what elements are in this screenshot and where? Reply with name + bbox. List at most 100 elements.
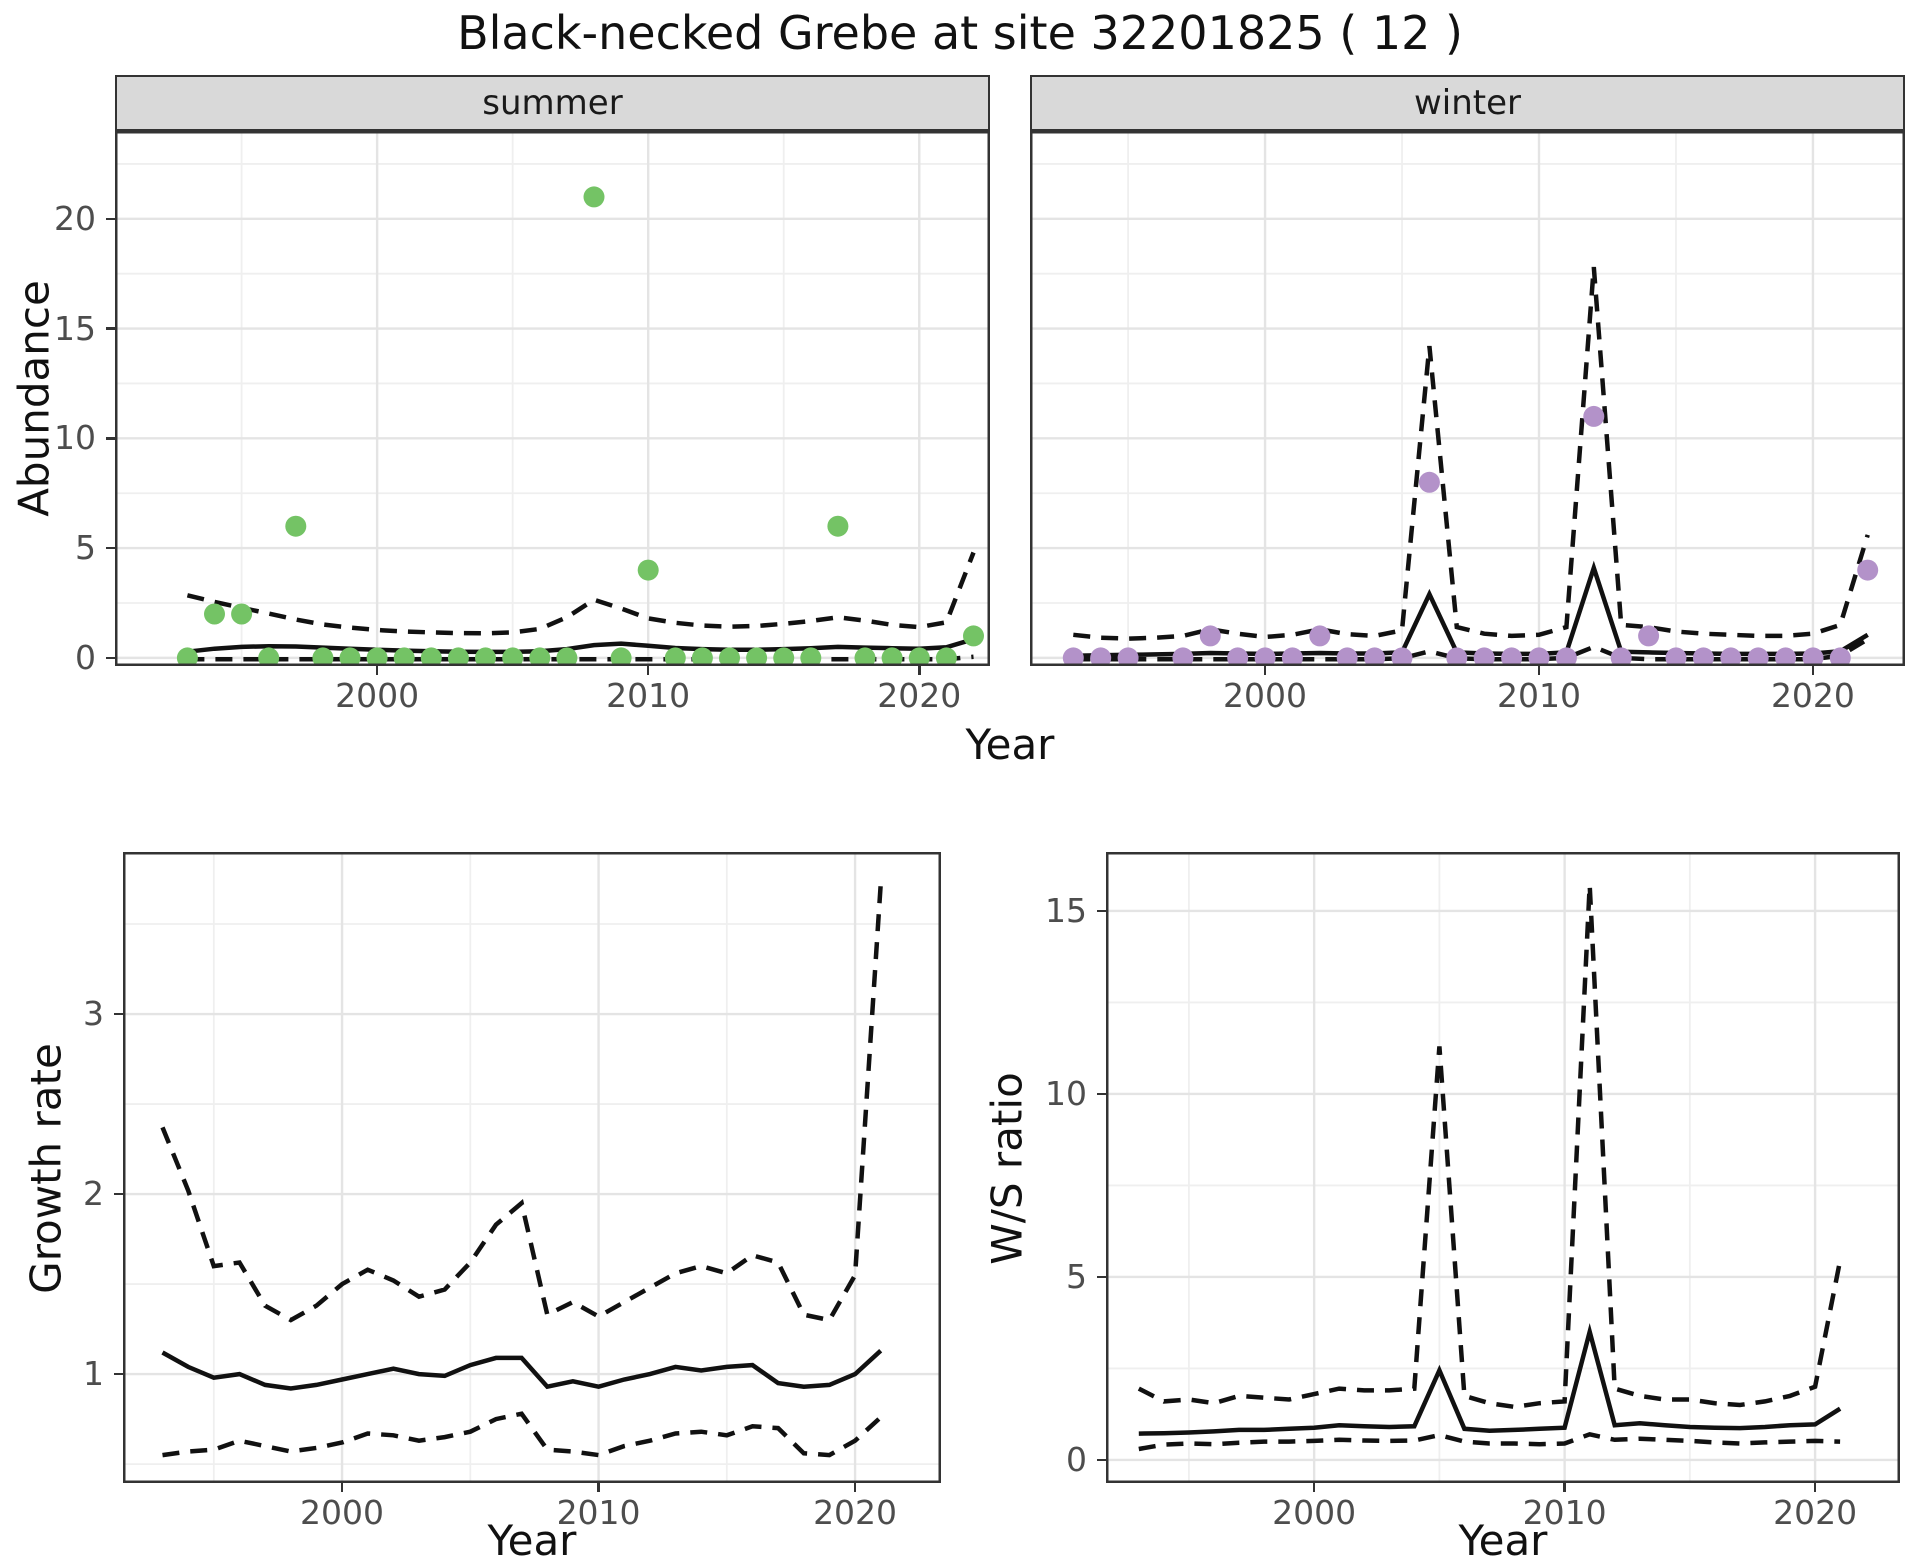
data-point — [231, 603, 253, 625]
data-point — [881, 647, 903, 666]
y-tick-label: 1 — [83, 1354, 104, 1394]
x-tick-label: 2010 — [556, 1493, 641, 1532]
x-tick-mark — [340, 1483, 344, 1492]
y-tick-mark — [106, 327, 115, 330]
x-tick-label: 2010 — [606, 676, 691, 715]
data-point — [800, 647, 822, 666]
y-tick-mark — [1097, 909, 1106, 913]
y-tick-label: 10 — [54, 418, 96, 458]
y-tick-label: 0 — [1066, 1439, 1087, 1479]
y-tick-mark — [114, 1192, 123, 1196]
x-tick-label: 2010 — [1497, 676, 1581, 715]
y-tick-mark — [1097, 1458, 1106, 1462]
data-point — [366, 647, 388, 666]
fit-line — [161, 1349, 883, 1391]
data-point — [1199, 625, 1221, 647]
x-tick-label: 2020 — [813, 1493, 898, 1532]
data-point — [1802, 647, 1824, 666]
y-tick-mark — [1097, 1092, 1106, 1096]
x-tick-mark — [853, 1483, 857, 1492]
ci-lower-line — [187, 654, 974, 662]
y-tick-mark — [106, 437, 115, 440]
panel-bg — [1030, 131, 1905, 666]
data-point — [583, 186, 605, 208]
fit-line — [187, 637, 975, 655]
data-point — [1692, 647, 1714, 666]
x-tick-label: 2000 — [1272, 1493, 1357, 1532]
data-point — [556, 647, 578, 666]
data-point — [637, 559, 659, 581]
data-point — [1062, 647, 1084, 666]
y-tick-mark — [114, 1372, 123, 1376]
y-axis-title-ws-ratio: W/S ratio — [982, 1072, 1032, 1265]
y-tick-mark — [1097, 1275, 1106, 1279]
data-point — [827, 515, 849, 537]
data-point — [963, 625, 984, 647]
plot-area-growth-rate — [123, 852, 941, 1483]
panel-bg — [115, 131, 990, 666]
x-tick-mark — [918, 666, 921, 675]
ci-lower-line — [1138, 1431, 1841, 1452]
data-point — [1254, 647, 1276, 666]
panel-bg — [123, 852, 941, 1483]
data-point — [1172, 647, 1194, 666]
panel-border — [123, 852, 941, 1483]
data-point — [1391, 647, 1413, 666]
data-point — [1281, 647, 1303, 666]
panel-border — [1030, 131, 1905, 666]
data-point — [447, 647, 469, 666]
x-tick-label: 2000 — [1223, 676, 1308, 715]
data-point — [176, 647, 198, 666]
x-axis-title-ws: Year — [1458, 1516, 1548, 1560]
panel-bg — [1106, 852, 1900, 1483]
data-point — [1829, 647, 1851, 666]
data-point — [1473, 647, 1495, 666]
x-tick-label: 2010 — [1522, 1493, 1607, 1532]
data-point — [908, 647, 930, 666]
data-point — [1555, 647, 1577, 666]
y-tick-label: 5 — [1066, 1256, 1087, 1296]
data-point — [691, 647, 713, 666]
facet-strip-winter-label: winter — [1413, 83, 1522, 123]
data-point — [475, 647, 496, 666]
y-tick-mark — [106, 217, 115, 221]
data-point — [1638, 625, 1660, 647]
facet-strip-summer: summer — [115, 75, 990, 131]
x-tick-mark — [1537, 666, 1541, 675]
y-tick-label: 10 — [1045, 1073, 1087, 1113]
plot-area-abundance-summer — [115, 131, 990, 666]
data-point — [339, 647, 361, 666]
plot-area-ws-ratio — [1106, 852, 1900, 1483]
data-point — [773, 647, 795, 666]
data-point — [1227, 647, 1249, 666]
data-point — [1418, 471, 1440, 493]
ci-upper-line — [160, 884, 883, 1323]
ci-upper-line — [186, 551, 976, 636]
panel-border — [1106, 852, 1900, 1483]
data-point — [393, 647, 415, 666]
data-point — [204, 603, 225, 625]
facet-strip-summer-label: summer — [482, 83, 623, 123]
data-point — [258, 647, 280, 666]
fit-line — [1138, 1323, 1842, 1436]
ci-lower-line — [162, 1411, 883, 1458]
y-tick-label: 3 — [83, 994, 104, 1034]
data-point — [1775, 647, 1797, 666]
panel-border — [115, 131, 990, 666]
data-point — [1090, 647, 1112, 666]
x-axis-title-top: Year — [965, 720, 1055, 769]
y-tick-label: 15 — [54, 308, 96, 348]
data-point — [1720, 647, 1742, 666]
y-tick-label: 5 — [75, 528, 96, 568]
data-point — [1336, 647, 1358, 666]
data-point — [664, 647, 686, 666]
x-tick-mark — [1811, 666, 1815, 675]
data-point — [1583, 405, 1605, 427]
y-tick-label: 20 — [54, 198, 96, 238]
y-tick-mark — [106, 546, 115, 550]
data-point — [1309, 625, 1331, 647]
data-point — [1857, 559, 1879, 581]
data-point — [1610, 647, 1632, 666]
ci-lower-line — [1073, 637, 1869, 662]
